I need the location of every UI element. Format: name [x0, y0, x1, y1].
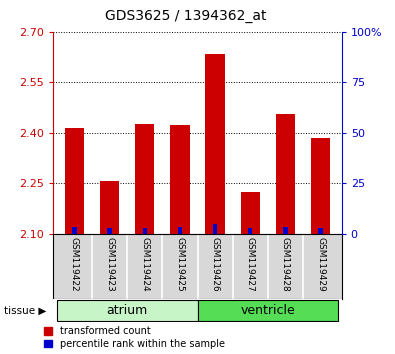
FancyBboxPatch shape — [198, 300, 338, 321]
Bar — [135, 124, 154, 234]
Bar — [178, 227, 182, 234]
Bar — [213, 224, 217, 234]
Bar — [205, 54, 225, 234]
Bar — [107, 228, 112, 234]
Text: ventricle: ventricle — [241, 304, 295, 317]
Text: GSM119422: GSM119422 — [70, 237, 79, 292]
Legend: transformed count, percentile rank within the sample: transformed count, percentile rank withi… — [44, 326, 225, 349]
Bar — [318, 228, 323, 234]
Text: GSM119426: GSM119426 — [211, 237, 220, 292]
Text: GSM119428: GSM119428 — [281, 237, 290, 292]
Bar — [170, 125, 190, 234]
Text: GSM119429: GSM119429 — [316, 237, 325, 292]
Text: tissue ▶: tissue ▶ — [4, 306, 46, 316]
Bar — [65, 128, 84, 234]
Bar — [100, 181, 119, 234]
Bar — [241, 192, 260, 234]
Text: GSM119424: GSM119424 — [140, 237, 149, 292]
Bar — [311, 138, 330, 234]
Bar — [143, 228, 147, 234]
Bar — [276, 114, 295, 234]
Text: GSM119427: GSM119427 — [246, 237, 255, 292]
Bar — [283, 227, 288, 234]
FancyBboxPatch shape — [57, 300, 198, 321]
Text: atrium: atrium — [107, 304, 148, 317]
Bar — [248, 228, 252, 234]
Text: GSM119423: GSM119423 — [105, 237, 114, 292]
Text: GDS3625 / 1394362_at: GDS3625 / 1394362_at — [105, 9, 266, 23]
Bar — [72, 227, 77, 234]
Text: GSM119425: GSM119425 — [175, 237, 184, 292]
